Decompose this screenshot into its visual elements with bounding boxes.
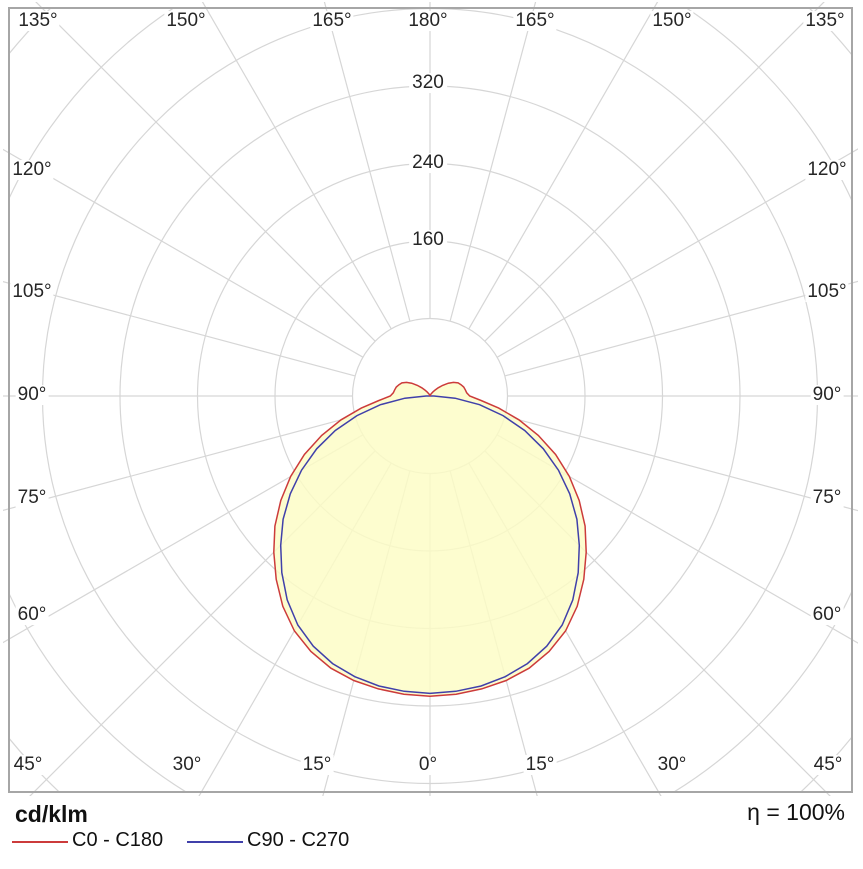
angle-label-top: 165° xyxy=(310,10,354,32)
angle-label-right: 75° xyxy=(810,487,844,509)
efficiency-label: η = 100% xyxy=(747,799,845,825)
curve-c90-c270 xyxy=(279,395,581,695)
angle-label-left: 90° xyxy=(15,384,49,406)
angle-label-right: 120° xyxy=(805,159,849,181)
angle-label-top: 135° xyxy=(803,10,847,32)
angle-label-left: 75° xyxy=(15,487,49,509)
angle-label-right: 90° xyxy=(810,384,844,406)
angle-label-bottom: 15° xyxy=(300,754,334,776)
radial-tick-label: 160 xyxy=(409,230,447,250)
angle-label-top: 165° xyxy=(513,10,557,32)
angle-label-right: 60° xyxy=(810,604,844,626)
angle-label-bottom: 0° xyxy=(416,754,440,776)
legend-label-c90-c270: C90 - C270 xyxy=(247,829,350,851)
angle-label-top: 150° xyxy=(650,10,694,32)
legend-line-c0-c180 xyxy=(12,841,68,843)
radial-tick-label: 320 xyxy=(409,73,447,93)
angle-label-bottom: 30° xyxy=(170,754,204,776)
curve-c0-c180 xyxy=(273,381,587,698)
intensity-fill xyxy=(273,382,587,697)
angle-label-bottom: 45° xyxy=(11,754,45,776)
legend-label-c0-c180: C0 - C180 xyxy=(72,829,164,851)
angle-label-bottom: 45° xyxy=(811,754,845,776)
angle-label-top: 150° xyxy=(164,10,208,32)
legend-line-c90-c270 xyxy=(187,841,243,843)
angle-label-top: 135° xyxy=(16,10,60,32)
angle-label-left: 120° xyxy=(10,159,54,181)
angle-label-top: 180° xyxy=(406,10,450,32)
angle-label-left: 105° xyxy=(10,281,54,303)
angle-label-left: 60° xyxy=(15,604,49,626)
polar-plot-canvas xyxy=(3,2,858,796)
angle-label-bottom: 15° xyxy=(523,754,557,776)
angle-label-bottom: 30° xyxy=(655,754,689,776)
unit-label: cd/klm xyxy=(15,801,88,827)
angle-label-right: 105° xyxy=(805,281,849,303)
radial-tick-label: 240 xyxy=(409,153,447,173)
plot-frame xyxy=(8,7,853,793)
